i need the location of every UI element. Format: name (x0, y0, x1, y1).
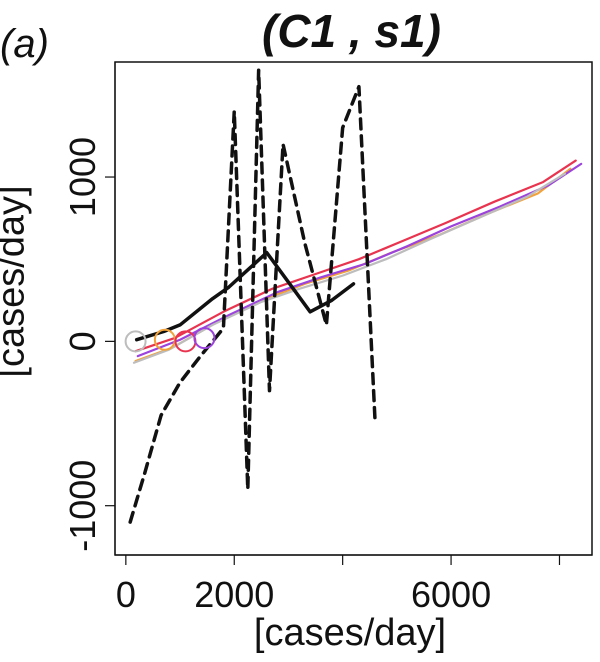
x-tick-label: 6000 (411, 574, 491, 615)
marker-purple (193, 327, 216, 350)
x-tick-label: 2000 (194, 574, 274, 615)
x-axis-label: [cases/day] (253, 612, 447, 654)
series-gray-3 (132, 172, 566, 364)
panel-label: (a) (0, 22, 49, 66)
marker-gray (124, 330, 147, 353)
series-black-5 (128, 68, 377, 524)
series-black-4 (134, 250, 356, 342)
x-tick-label: 0 (116, 574, 136, 615)
series-red-1 (134, 159, 577, 353)
chart-title: (C1 , s1) (262, 5, 441, 57)
y-tick-label: 1000 (62, 137, 103, 217)
series-purple-2 (136, 162, 583, 358)
y-tick-label: -1000 (62, 460, 103, 552)
plot-frame (114, 61, 593, 556)
y-tick-label: 0 (62, 331, 103, 351)
